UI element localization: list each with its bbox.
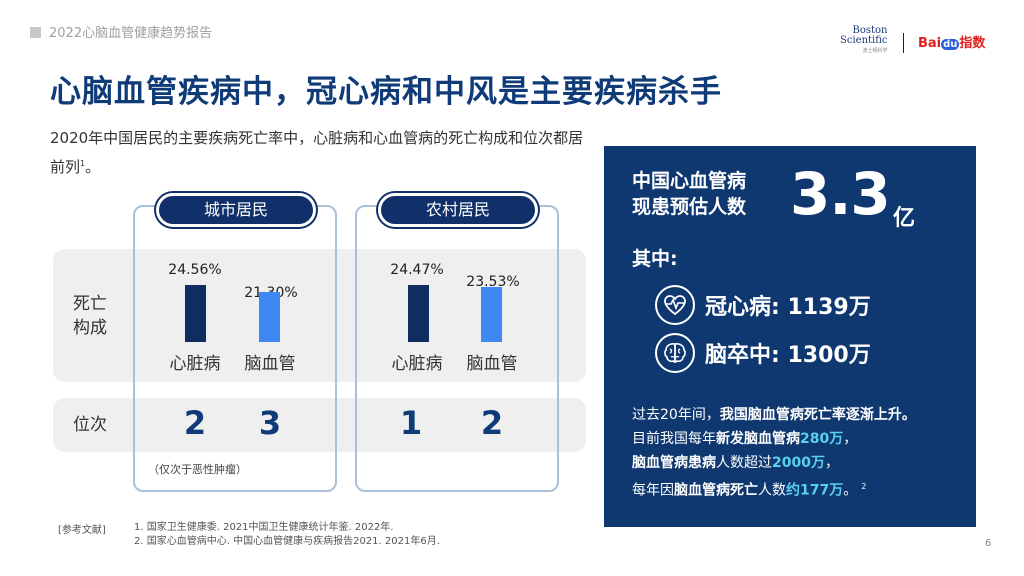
urban-title-pill: 城市居民 bbox=[156, 193, 316, 227]
brain-icon bbox=[655, 333, 695, 373]
rural-rank-2: 2 bbox=[480, 404, 504, 442]
logo-divider bbox=[903, 33, 904, 53]
rural-category-2: 脑血管 bbox=[466, 354, 518, 374]
rural-bar-heart bbox=[408, 284, 429, 342]
page-title: 心脑血管疾病中，冠心病和中风是主要疾病杀手 bbox=[50, 74, 722, 110]
heart-pulse-icon bbox=[655, 285, 695, 325]
intro-text: 2020年中国居民的主要疾病死亡率中，心脏病和心血管病的死亡构成和位次都居前列1… bbox=[50, 129, 584, 176]
disease-chd: 冠心病: 1139万 bbox=[705, 295, 871, 320]
rural-title-pill: 农村居民 bbox=[378, 193, 538, 227]
header-marker bbox=[30, 27, 41, 38]
panel-title: 中国心血管病 现患预估人数 bbox=[632, 170, 747, 218]
references-label: [参考文献] bbox=[58, 525, 106, 536]
references-list: 1. 国家卫生健康委. 2021中国卫生健康统计年鉴. 2022年. 2. 国家… bbox=[134, 521, 440, 549]
report-title: 2022心脑血管健康趋势报告 bbox=[49, 26, 213, 41]
panel-unit: 亿 bbox=[893, 206, 916, 231]
urban-bar-cerebro bbox=[259, 292, 280, 342]
urban-category-1: 心脏病 bbox=[169, 354, 221, 374]
reference-item: 1. 国家卫生健康委. 2021中国卫生健康统计年鉴. 2022年. bbox=[134, 522, 394, 533]
boston-scientific-logo: Boston Scientific 波士顿科学 bbox=[840, 25, 888, 55]
rural-rank-1: 1 bbox=[399, 404, 423, 442]
rural-bar-cerebro bbox=[481, 287, 502, 342]
rural-value-label-1: 24.47% bbox=[390, 262, 444, 278]
urban-category-2: 脑血管 bbox=[244, 354, 296, 374]
urban-value-label-1: 24.56% bbox=[168, 262, 222, 278]
baidu-index-logo: Bai du 指数 bbox=[918, 36, 986, 51]
urban-rank-2: 3 bbox=[258, 404, 282, 442]
disease-stroke: 脑卒中: 1300万 bbox=[705, 343, 871, 368]
urban-bar-heart bbox=[185, 284, 206, 342]
composition-row-label: 死亡 构成 bbox=[73, 294, 107, 338]
panel-among-label: 其中: bbox=[632, 248, 678, 270]
page-number: 6 bbox=[985, 538, 992, 549]
rank-row-bg bbox=[53, 398, 586, 452]
urban-rank-1: 2 bbox=[183, 404, 207, 442]
panel-description: 过去20年间，我国脑血管病死亡率逐渐上升。 目前我国每年新发脑血管病280万， … bbox=[632, 407, 916, 499]
panel-big-number: 3.3 bbox=[790, 160, 891, 228]
reference-item: 2. 国家心血管病中心. 中国心血管健康与疾病报告2021. 2021年6月. bbox=[134, 536, 440, 547]
rural-value-label-2: 23.53% bbox=[466, 274, 520, 290]
rank-row-label: 位次 bbox=[73, 415, 107, 435]
rural-category-1: 心脏病 bbox=[391, 354, 443, 374]
rank-footnote: （仅次于恶性肿瘤） bbox=[148, 463, 247, 476]
